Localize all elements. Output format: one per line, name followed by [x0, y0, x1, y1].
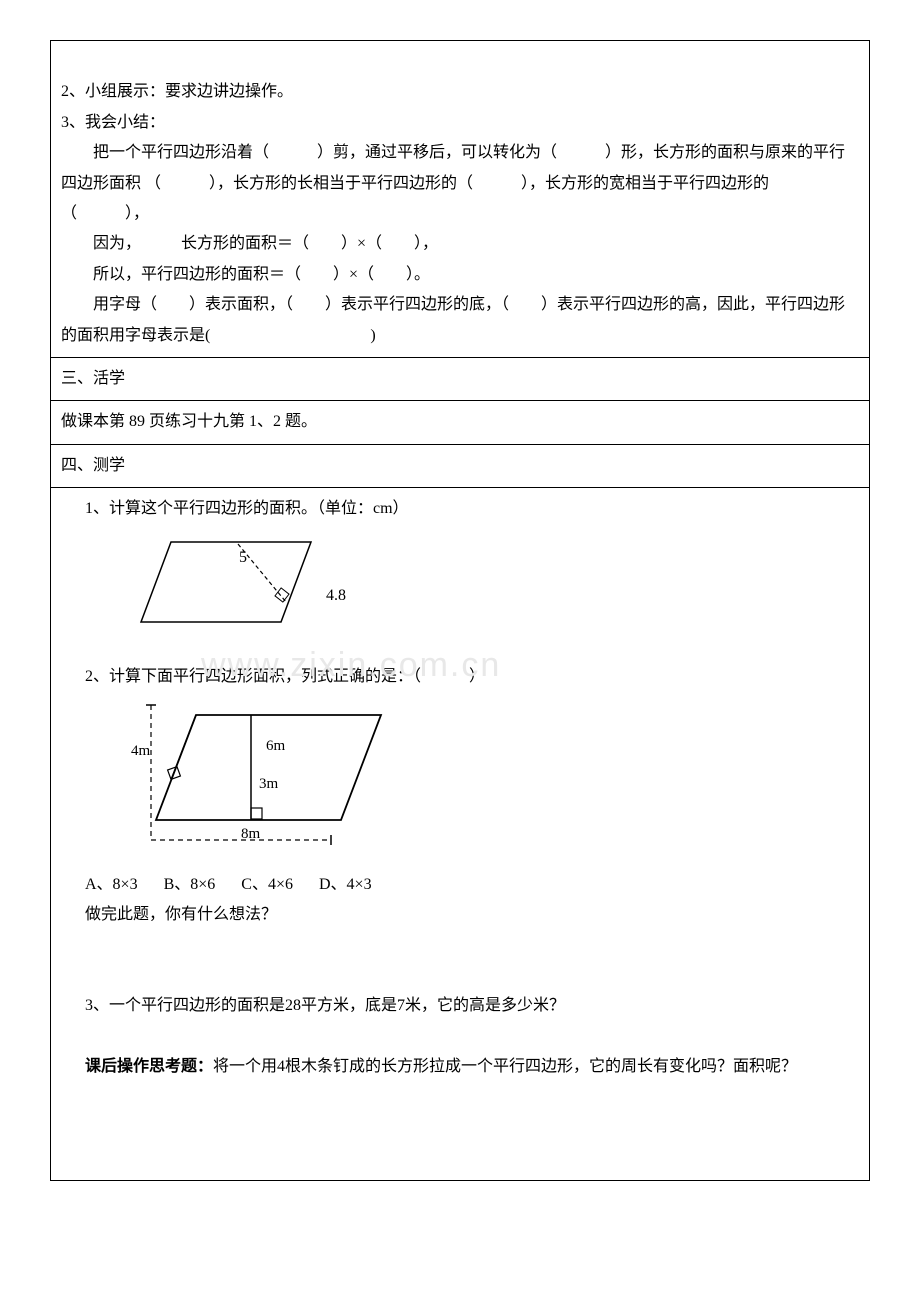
section-3-title: 四、测学 [51, 445, 869, 488]
q1-text: 1、计算这个平行四边形的面积。（单位：cm） [61, 494, 859, 524]
summary-p2: 因为， 长方形的面积＝（ ）×（ ）， [61, 229, 859, 259]
svg-text:3m: 3m [259, 776, 279, 792]
svg-text:4m: 4m [131, 743, 151, 759]
section-2-title: 三、活学 [51, 358, 869, 401]
section-2-body: 做课本第 89 页练习十九第 1、2 题。 [51, 401, 869, 444]
extra-question: 课后操作思考题：将一个用4根木条钉成的长方形拉成一个平行四边形，它的周长有变化吗… [61, 1052, 859, 1082]
q2-followup: 做完此题，你有什么想法？ [61, 900, 859, 930]
item-3: 3、我会小结： [61, 108, 859, 138]
svg-text:8m: 8m [241, 826, 261, 842]
worksheet-table: 2、小组展示：要求边讲边操作。 3、我会小结： 把一个平行四边形沿着（ ）剪，通… [50, 40, 870, 1181]
item-2: 2、小组展示：要求边讲边操作。 [61, 77, 859, 107]
cexue-title: 四、测学 [61, 457, 125, 474]
section-1: 2、小组展示：要求边讲边操作。 3、我会小结： 把一个平行四边形沿着（ ）剪，通… [51, 41, 869, 358]
summary-p1: 把一个平行四边形沿着（ ）剪，通过平移后，可以转化为（ ）形，长方形的面积与原来… [61, 138, 859, 229]
q3-text: 3、一个平行四边形的面积是28平方米，底是7米，它的高是多少米？ [61, 991, 859, 1021]
summary-p4: 用字母（ ）表示面积，（ ）表示平行四边形的底，（ ）表示平行四边形的高，因此，… [61, 290, 859, 351]
svg-text:6m: 6m [266, 738, 286, 754]
opt-b: B、8×6 [164, 870, 216, 900]
fig1-label-48: 4.8 [326, 587, 346, 604]
figure-1: 5 4.8 [131, 532, 859, 653]
opt-a: A、8×3 [85, 870, 138, 900]
q2-text: 2、计算下面平行四边形面积，列式正确的是：（ ） [61, 662, 859, 692]
opt-d: D、4×3 [319, 870, 372, 900]
fig1-label-5: 5 [239, 549, 247, 566]
huoxue-title: 三、活学 [61, 370, 125, 387]
section-3-body: 1、计算这个平行四边形的面积。（单位：cm） 5 4.8 www.zixin.c… [51, 488, 869, 1179]
extra-label: 课后操作思考题： [85, 1058, 213, 1075]
opt-c: C、4×6 [241, 870, 293, 900]
extra-body: 将一个用4根木条钉成的长方形拉成一个平行四边形，它的周长有变化吗？面积呢？ [213, 1058, 797, 1075]
figure-2: 4m 6m 3m 8m [131, 700, 859, 861]
huoxue-body: 做课本第 89 页练习十九第 1、2 题。 [61, 413, 317, 430]
q2-options: A、8×3 B、8×6 C、4×6 D、4×3 [61, 870, 859, 900]
summary-p3: 所以，平行四边形的面积＝（ ）×（ ）。 [61, 260, 859, 290]
